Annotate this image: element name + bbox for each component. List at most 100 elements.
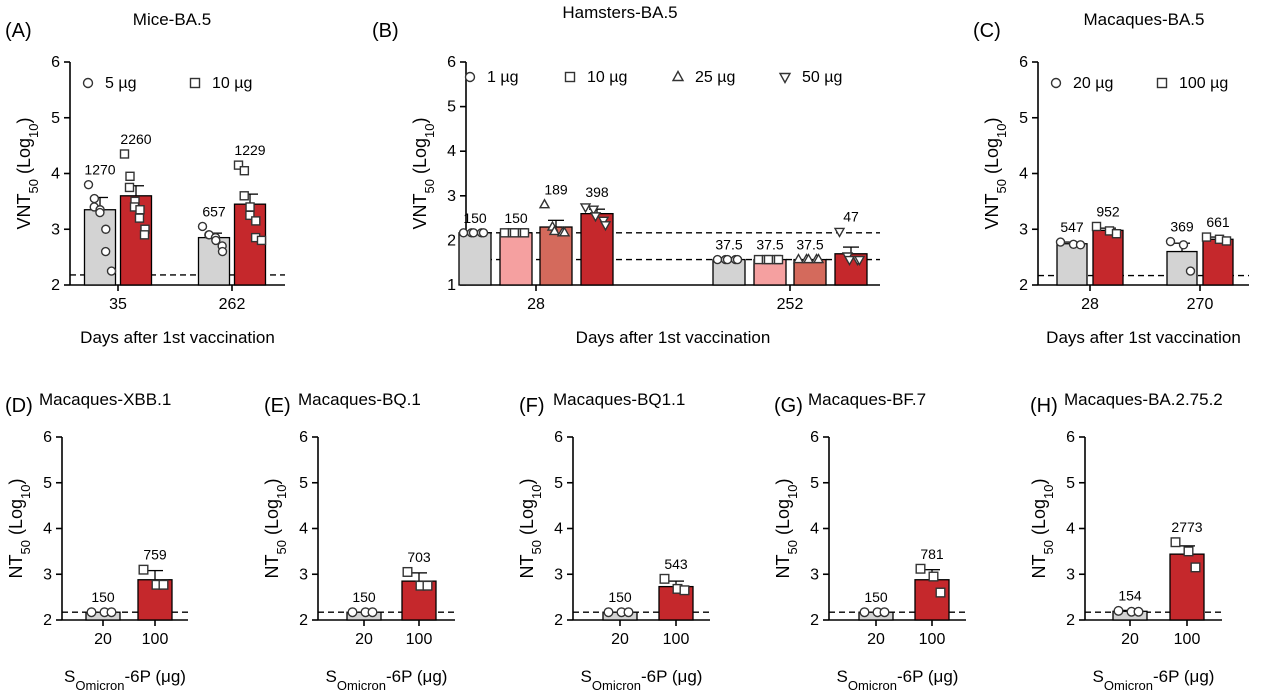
data-point bbox=[853, 255, 866, 267]
value-label: 37.5 bbox=[796, 237, 823, 253]
y-tick-label: 6 bbox=[1066, 429, 1075, 446]
y-axis-label: NT50 (Log10) bbox=[6, 479, 33, 579]
legend-label: 5 µg bbox=[105, 75, 136, 92]
x-axis-label: SOmicron-6P (μg) bbox=[837, 667, 959, 692]
y-tick-label: 3 bbox=[1019, 221, 1028, 238]
data-point bbox=[1178, 240, 1189, 250]
bar bbox=[1056, 243, 1088, 286]
y-tick-label: 5 bbox=[554, 475, 563, 492]
data-point bbox=[239, 166, 250, 176]
panel-e: (E) Macaques-BQ.1 2 3 4 5 6 20 100 NT50 (Log10) SO… bbox=[262, 390, 455, 692]
data-point bbox=[86, 607, 97, 618]
legend-marker bbox=[1050, 77, 1062, 89]
y-tick-label: 4 bbox=[1019, 166, 1028, 183]
value-label: 37.5 bbox=[756, 237, 783, 253]
data-point bbox=[100, 246, 111, 257]
y-tick-label: 3 bbox=[554, 566, 563, 583]
data-point bbox=[722, 254, 733, 265]
x-tick-label: 20 bbox=[355, 631, 373, 648]
panel-d: (D) Macaques-XBB.1 2 3 4 5 6 20 100 NT50 (Log10) S… bbox=[5, 390, 188, 692]
panel-title: Macaques-BQ1.1 bbox=[553, 390, 685, 409]
data-point bbox=[138, 564, 149, 575]
legend-label: 100 µg bbox=[1179, 75, 1228, 92]
x-tick-label: 100 bbox=[663, 631, 690, 648]
x-tick-label: 100 bbox=[142, 631, 169, 648]
y-tick-label: 6 bbox=[447, 54, 456, 71]
panel-title: Hamsters-BA.5 bbox=[562, 3, 677, 22]
y-tick-label: 6 bbox=[810, 429, 819, 446]
value-label: 2260 bbox=[120, 131, 151, 147]
data-point bbox=[859, 607, 870, 618]
y-tick-label: 6 bbox=[43, 429, 52, 446]
y-tick-label: 3 bbox=[1066, 566, 1075, 583]
panel-b: (B) Hamsters-BA.5 1 2 3 4 5 6 28 252 VNT50 (Log10)… bbox=[372, 3, 880, 347]
y-axis-label: NT50 (Log10) bbox=[517, 479, 544, 579]
y-tick-label: 5 bbox=[43, 475, 52, 492]
data-point bbox=[833, 227, 846, 238]
y-tick-label: 5 bbox=[447, 99, 456, 116]
data-point bbox=[1091, 221, 1102, 232]
value-label: 150 bbox=[608, 589, 632, 605]
data-point bbox=[245, 202, 255, 212]
data-point bbox=[125, 171, 135, 181]
data-point bbox=[753, 254, 764, 265]
y-tick-label: 4 bbox=[1066, 521, 1075, 538]
y-axis-label: VNT50 (Log10) bbox=[14, 118, 41, 230]
data-point bbox=[468, 228, 479, 238]
x-tick-label: 20 bbox=[867, 631, 885, 648]
legend-marker bbox=[189, 77, 201, 89]
data-point bbox=[239, 191, 249, 201]
panel-title: Macaques-BA.2.75.2 bbox=[1064, 390, 1223, 409]
panel-letter: (E) bbox=[264, 395, 291, 417]
data-point bbox=[347, 607, 358, 618]
data-point bbox=[935, 587, 946, 598]
panel-letter: (F) bbox=[519, 395, 545, 417]
data-point bbox=[538, 198, 551, 209]
value-label: 657 bbox=[202, 203, 226, 219]
data-point bbox=[1170, 537, 1181, 548]
value-label: 1270 bbox=[84, 162, 115, 178]
data-point bbox=[139, 230, 150, 240]
value-label: 150 bbox=[352, 589, 376, 605]
legend-label: 25 µg bbox=[695, 69, 735, 86]
value-label: 369 bbox=[1170, 219, 1194, 235]
panel-f: (F) Macaques-BQ1.1 2 3 4 5 6 20 100 NT50 (Log10) S… bbox=[517, 390, 710, 692]
panel-letter: (B) bbox=[372, 20, 399, 42]
panel-title: Macaques-BF.7 bbox=[808, 390, 926, 409]
y-tick-label: 2 bbox=[299, 612, 308, 629]
y-tick-label: 5 bbox=[299, 475, 308, 492]
y-tick-label: 3 bbox=[43, 566, 52, 583]
data-point bbox=[812, 253, 825, 264]
x-axis-label: Days after 1st vaccination bbox=[1046, 328, 1241, 347]
x-tick-label: 35 bbox=[109, 296, 127, 313]
x-tick-label: 100 bbox=[406, 631, 433, 648]
data-point bbox=[509, 228, 520, 238]
bar bbox=[458, 232, 492, 286]
x-tick-label: 100 bbox=[1174, 631, 1201, 648]
panel-title: Macaques-XBB.1 bbox=[39, 390, 171, 409]
value-label: 398 bbox=[585, 184, 609, 200]
value-label: 154 bbox=[1118, 587, 1142, 603]
data-point bbox=[1190, 562, 1201, 573]
data-point bbox=[458, 228, 469, 238]
y-tick-label: 6 bbox=[554, 429, 563, 446]
data-point bbox=[83, 179, 94, 190]
legend-label: 20 µg bbox=[1073, 75, 1113, 92]
y-tick-label: 6 bbox=[51, 54, 60, 71]
data-point bbox=[233, 160, 244, 170]
x-axis-label: SOmicron-6P (μg) bbox=[326, 667, 448, 692]
panel-c: (C) Macaques-BA.5 2 3 4 5 6 28 270 VNT50 (Log10) D… bbox=[973, 10, 1249, 347]
data-point bbox=[402, 566, 413, 577]
data-point bbox=[1165, 236, 1176, 247]
y-tick-label: 1 bbox=[447, 277, 456, 294]
data-point bbox=[1111, 229, 1122, 239]
data-point bbox=[802, 253, 815, 264]
data-point bbox=[217, 246, 228, 257]
data-point bbox=[879, 607, 890, 618]
legend-marker bbox=[564, 71, 576, 83]
y-tick-label: 6 bbox=[299, 429, 308, 446]
bar bbox=[1202, 238, 1234, 286]
data-point bbox=[422, 580, 433, 591]
panel-title: Macaques-BA.5 bbox=[1084, 10, 1205, 29]
y-tick-label: 3 bbox=[810, 566, 819, 583]
